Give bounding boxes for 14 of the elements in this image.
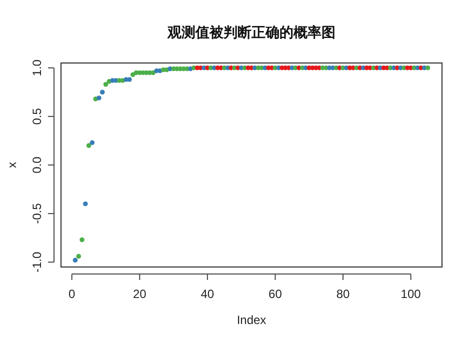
x-axis-title: Index <box>236 313 266 327</box>
y-tick-label: 0.5 <box>30 108 44 125</box>
y-tick-label: 0.0 <box>30 156 44 174</box>
x-tick-label: 20 <box>132 287 147 301</box>
x-tick-label: 0 <box>68 287 76 301</box>
x-tick-label: 100 <box>400 287 422 301</box>
y-tick-label: -1.0 <box>30 251 44 272</box>
x-tick-label: 80 <box>336 287 350 301</box>
x-tick-label: 60 <box>268 287 282 301</box>
chart-title: 观测值被判断正确的概率图 <box>166 24 336 41</box>
y-tick-label: 1.0 <box>30 59 44 76</box>
x-tick-label: 40 <box>200 287 214 301</box>
y-tick-label: -0.5 <box>30 202 44 224</box>
y-axis-title: x <box>5 162 19 168</box>
